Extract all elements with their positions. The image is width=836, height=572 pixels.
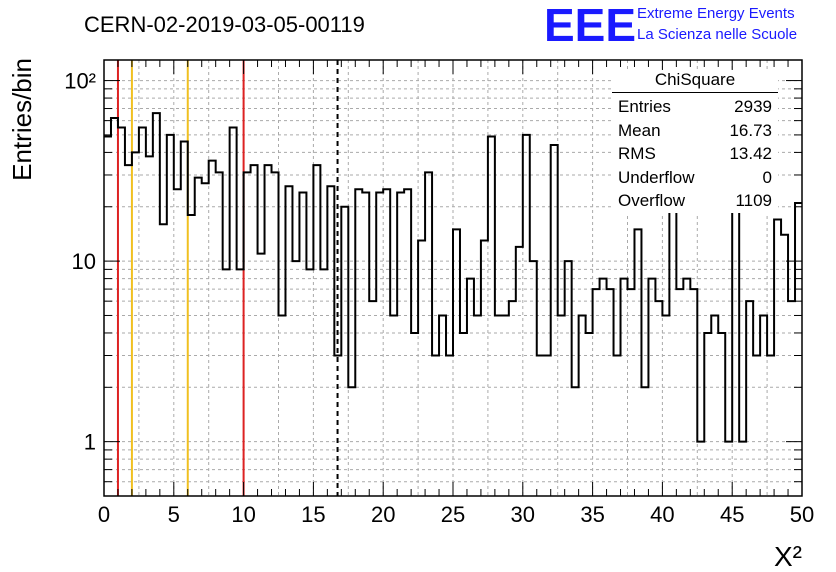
stats-value: 0 <box>762 167 772 187</box>
x-tick-label: 40 <box>650 502 674 527</box>
stats-box: ChiSquare Entries 2939 Mean 16.73 RMS 13.42 Un… <box>612 70 778 213</box>
x-tick-label: 15 <box>301 502 325 527</box>
y-tick-label: 10 <box>72 249 96 274</box>
plot-title: CERN-02-2019-03-05-00119 <box>84 12 365 37</box>
y-tick-label: 10² <box>64 69 96 94</box>
x-tick-label: 45 <box>720 502 744 527</box>
x-tick-label: 30 <box>511 502 535 527</box>
stats-value: 13.42 <box>729 144 772 163</box>
axis-labels: 0 5 10 15 20 25 30 35 40 45 50 1 10 10² Entries/bin X² <box>7 58 814 572</box>
stats-row-overflow: Overflow 1109 <box>612 189 778 213</box>
stats-name: ChiSquare <box>612 70 778 93</box>
stats-label: Underflow <box>618 167 695 187</box>
stats-label: RMS <box>618 144 656 163</box>
x-tick-label: 50 <box>790 502 814 527</box>
x-tick-label: 25 <box>441 502 465 527</box>
logo-line-1: Extreme Energy Events <box>637 5 795 22</box>
y-axis-label: Entries/bin <box>7 58 37 181</box>
stats-row-rms: RMS 13.42 <box>612 142 778 166</box>
stats-label: Overflow <box>618 191 686 210</box>
stats-label: Mean <box>618 120 661 140</box>
stats-value: 1109 <box>735 191 772 210</box>
x-tick-label: 20 <box>371 502 395 527</box>
x-axis-label: X² <box>774 541 802 572</box>
stats-label: Entries <box>618 97 671 116</box>
stats-row-entries: Entries 2939 <box>612 95 778 119</box>
eee-logo: EEE Extreme Energy Events La Scienza nel… <box>544 0 834 51</box>
x-tick-label: 10 <box>231 502 255 527</box>
x-tick-label: 35 <box>580 502 604 527</box>
reference-lines <box>116 60 339 496</box>
stats-value: 2939 <box>734 97 772 116</box>
x-tick-label: 0 <box>98 502 110 527</box>
stats-row-underflow: Underflow 0 <box>612 166 778 190</box>
y-tick-label: 1 <box>84 430 96 455</box>
eee-logo-mark: EEE <box>544 0 637 51</box>
histogram-outline <box>104 112 802 443</box>
stats-value: 16.73 <box>729 120 772 140</box>
x-tick-label: 5 <box>168 502 180 527</box>
stats-row-mean: Mean 16.73 <box>612 119 778 143</box>
logo-line-2: La Scienza nelle Scuole <box>637 26 798 43</box>
